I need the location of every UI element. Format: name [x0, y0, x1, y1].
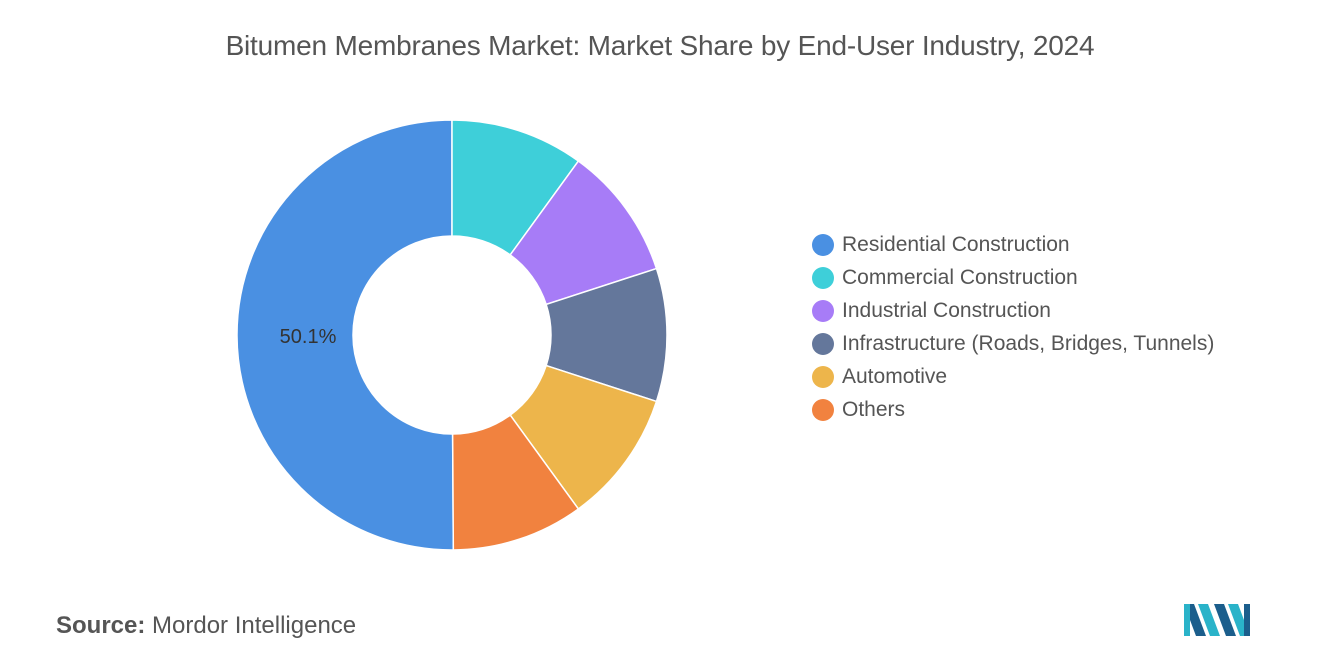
legend-swatch: [812, 233, 834, 256]
legend-swatch: [812, 266, 834, 289]
legend-swatch: [812, 365, 834, 388]
source-name: Mordor Intelligence: [152, 612, 357, 639]
slice-others[interactable]: [451, 414, 580, 551]
legend-swatch: [812, 398, 834, 421]
legend-label: Automotive: [842, 364, 948, 388]
chart-title: Bitumen Membranes Market: Market Share b…: [225, 30, 1095, 61]
legend-swatch: [812, 332, 834, 355]
legend-item-industrial[interactable]: Industrial Construction: [812, 294, 1214, 327]
legend-item-automotive[interactable]: Automotive: [812, 360, 1214, 393]
legend-swatch: [812, 299, 834, 322]
legend-item-residential[interactable]: Residential Construction: [812, 228, 1214, 261]
legend-item-commercial[interactable]: Commercial Construction: [812, 261, 1214, 294]
chart-legend: Residential Construction Commercial Cons…: [812, 228, 1214, 426]
legend-label: Commercial Construction: [842, 265, 1078, 289]
legend-label: Others: [842, 397, 906, 421]
source-prefix: Source:: [56, 612, 146, 639]
legend-item-infrastructure[interactable]: Infrastructure (Roads, Bridges, Tunnels): [812, 327, 1214, 360]
source-note: Source: Mordor Intelligence: [56, 612, 356, 640]
legend-label: Residential Construction: [842, 232, 1070, 256]
legend-label: Infrastructure (Roads, Bridges, Tunnels): [842, 331, 1215, 355]
legend-item-others[interactable]: Others: [812, 393, 1214, 426]
data-label-residential: 50.1%: [280, 326, 337, 348]
slice-residential-construction[interactable]: [236, 119, 455, 551]
legend-label: Industrial Construction: [842, 298, 1051, 322]
mordor-intelligence-logo-icon: [1184, 604, 1250, 636]
